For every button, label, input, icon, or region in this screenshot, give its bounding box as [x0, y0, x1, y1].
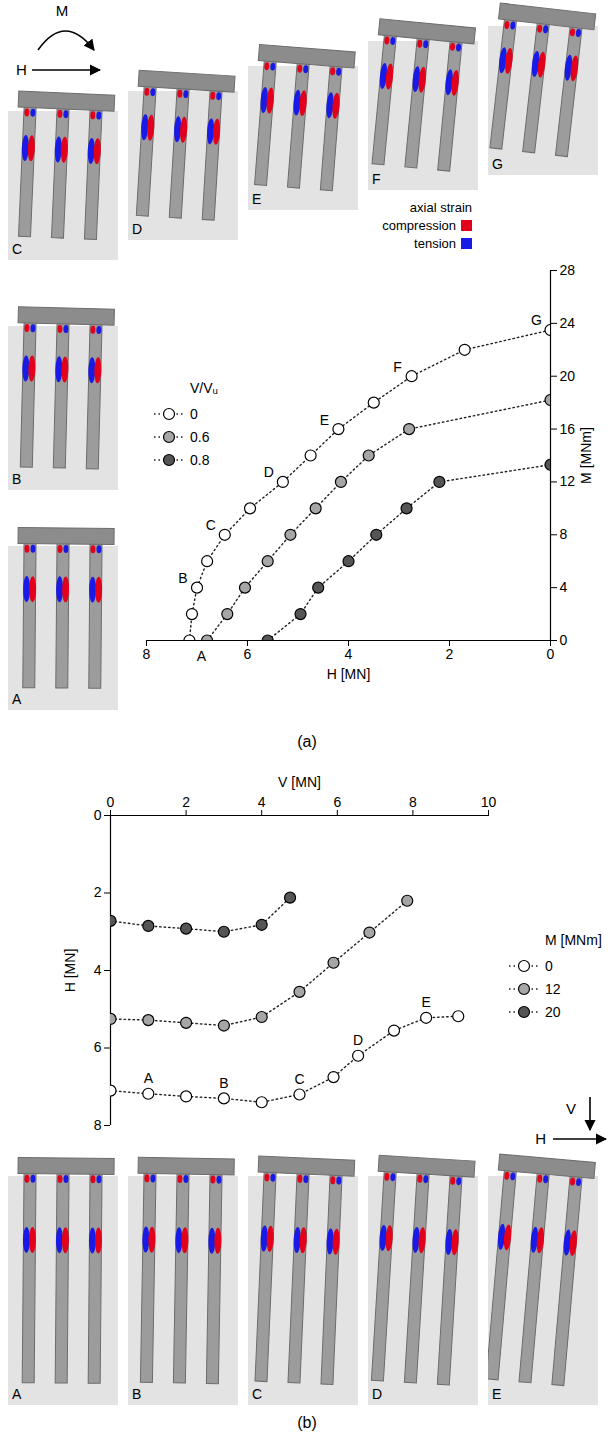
svg-text:H [MN]: H [MN] — [327, 666, 371, 682]
svg-text:E: E — [421, 994, 430, 1010]
svg-text:12: 12 — [560, 473, 576, 489]
svg-text:0: 0 — [94, 807, 102, 823]
svg-text:0: 0 — [560, 632, 568, 648]
svg-text:6: 6 — [333, 794, 341, 810]
svg-text:C: C — [294, 1071, 304, 1087]
svg-text:B: B — [219, 1075, 228, 1091]
svg-text:2: 2 — [182, 794, 190, 810]
svg-text:6: 6 — [244, 646, 252, 662]
svg-text:12: 12 — [545, 981, 561, 997]
svg-text:4: 4 — [94, 962, 102, 978]
svg-text:axial strain: axial strain — [410, 200, 472, 215]
svg-text:4: 4 — [560, 579, 568, 595]
svg-text:20: 20 — [545, 1004, 561, 1020]
svg-text:D: D — [372, 1386, 382, 1402]
svg-text:V [MN]: V [MN] — [278, 774, 321, 790]
svg-text:0.8: 0.8 — [190, 452, 210, 468]
svg-text:H [MN]: H [MN] — [62, 949, 78, 993]
svg-text:16: 16 — [560, 421, 576, 437]
svg-text:D: D — [132, 221, 142, 237]
svg-text:2: 2 — [94, 884, 102, 900]
svg-text:0: 0 — [545, 958, 553, 974]
svg-text:A: A — [144, 1070, 154, 1086]
svg-text:M: M — [56, 2, 69, 19]
html-text:(b): (b) — [297, 1414, 317, 1431]
svg-text:D: D — [353, 1032, 363, 1048]
svg-text:M [MNm]: M [MNm] — [545, 932, 602, 948]
svg-text:28: 28 — [560, 262, 576, 278]
svg-text:2: 2 — [446, 646, 454, 662]
svg-text:V: V — [566, 1100, 576, 1117]
svg-text:C: C — [206, 517, 216, 533]
svg-text:E: E — [252, 191, 261, 207]
svg-text:0: 0 — [190, 406, 198, 422]
svg-text:4: 4 — [258, 794, 266, 810]
svg-text:4: 4 — [345, 646, 353, 662]
svg-text:B: B — [178, 570, 187, 586]
svg-text:6: 6 — [94, 1039, 102, 1055]
svg-text:H: H — [535, 1130, 546, 1147]
html-text:(a): (a) — [297, 733, 317, 750]
svg-text:0: 0 — [107, 794, 115, 810]
svg-text:A: A — [12, 1386, 22, 1402]
svg-text:C: C — [12, 241, 22, 257]
svg-text:B: B — [12, 471, 21, 487]
svg-text:0: 0 — [547, 646, 555, 662]
svg-text:8: 8 — [94, 1117, 102, 1133]
svg-text:H: H — [16, 61, 27, 78]
svg-text:compression: compression — [382, 218, 456, 233]
svg-text:tension: tension — [414, 236, 456, 251]
svg-text:10: 10 — [481, 794, 497, 810]
svg-text:8: 8 — [560, 526, 568, 542]
svg-text:E: E — [320, 412, 329, 428]
svg-text:C: C — [252, 1386, 262, 1402]
svg-text:20: 20 — [560, 368, 576, 384]
svg-text:B: B — [132, 1386, 141, 1402]
svg-text:8: 8 — [143, 646, 151, 662]
svg-text:A: A — [12, 691, 22, 707]
svg-text:D: D — [264, 464, 274, 480]
svg-text:0.6: 0.6 — [190, 429, 210, 445]
svg-text:F: F — [372, 171, 381, 187]
svg-text:V/Vᵤ: V/Vᵤ — [190, 380, 218, 396]
svg-text:8: 8 — [409, 794, 417, 810]
svg-text:E: E — [492, 1386, 501, 1402]
svg-text:F: F — [393, 359, 402, 375]
svg-text:G: G — [531, 312, 542, 328]
svg-text:24: 24 — [560, 315, 576, 331]
svg-text:M [MNm]: M [MNm] — [578, 427, 594, 484]
svg-text:A: A — [197, 648, 207, 664]
svg-text:G: G — [492, 156, 503, 172]
